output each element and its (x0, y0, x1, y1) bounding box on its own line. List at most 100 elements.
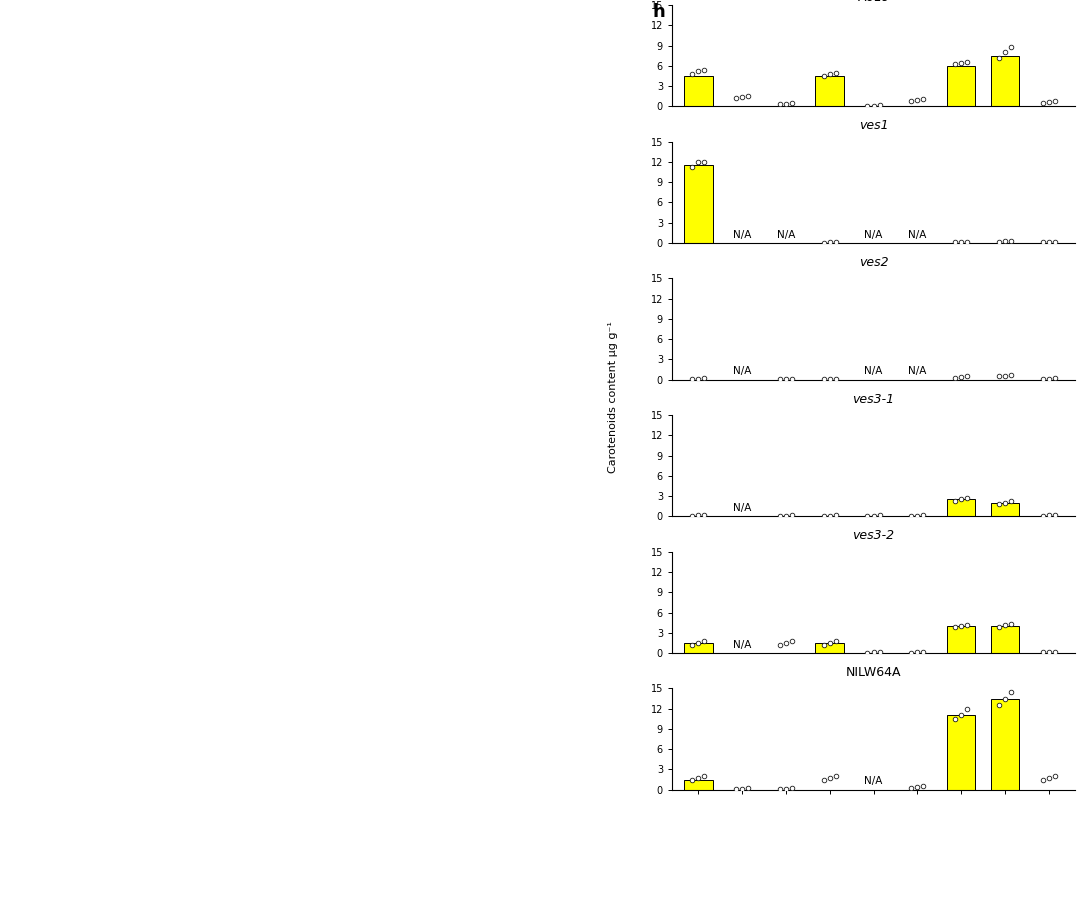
Point (946, 712, 963, 726)
Point (733, 89, 751, 104)
Point (690, 636, 707, 650)
Text: ves2: ves2 (859, 256, 889, 269)
Text: ves1: ves1 (859, 119, 889, 133)
Point (1040, 235, 1057, 249)
Point (696, 62, 713, 77)
Point (815, 373, 833, 387)
Point (1047, 769, 1064, 784)
Point (870, 98, 888, 113)
Point (946, 371, 963, 385)
Text: NILW64A: NILW64A (846, 666, 901, 679)
Point (1034, 509, 1051, 523)
Bar (947, 66, 975, 106)
Point (990, 51, 1008, 65)
Point (771, 373, 788, 387)
Point (990, 497, 1008, 511)
Point (783, 634, 800, 649)
Point (771, 97, 788, 112)
Point (1002, 494, 1020, 509)
Point (696, 508, 713, 522)
Point (953, 708, 970, 723)
Point (946, 235, 963, 250)
Point (690, 770, 707, 785)
Point (908, 645, 926, 659)
Point (778, 372, 795, 386)
Point (908, 509, 926, 523)
Text: N/A: N/A (733, 503, 752, 513)
Point (815, 69, 833, 83)
Point (870, 508, 888, 522)
Point (727, 91, 744, 106)
Point (778, 97, 795, 111)
Bar (990, 626, 1020, 653)
Point (771, 638, 788, 652)
Point (1040, 95, 1057, 109)
Point (1002, 617, 1020, 631)
Point (903, 94, 920, 108)
Point (771, 782, 788, 796)
Point (865, 98, 882, 113)
Bar (947, 715, 975, 790)
Point (915, 645, 932, 659)
Point (815, 235, 833, 250)
Point (1002, 368, 1020, 382)
Point (821, 372, 838, 386)
Point (1002, 685, 1020, 699)
Text: N/A: N/A (864, 366, 882, 376)
Point (990, 235, 1008, 249)
Point (959, 369, 976, 383)
Point (946, 621, 963, 635)
Point (996, 45, 1013, 60)
Point (821, 235, 838, 250)
Point (915, 92, 932, 106)
Point (996, 368, 1013, 382)
Point (946, 57, 963, 71)
Point (827, 769, 845, 784)
Point (771, 509, 788, 523)
Point (783, 372, 800, 386)
Point (783, 508, 800, 522)
Bar (990, 502, 1020, 516)
Text: ves3-1: ves3-1 (852, 392, 894, 406)
Bar (815, 643, 843, 653)
Text: N/A: N/A (864, 230, 882, 240)
Point (959, 491, 976, 505)
Point (903, 509, 920, 523)
Point (727, 782, 744, 796)
Point (903, 646, 920, 660)
Point (690, 372, 707, 386)
Point (821, 509, 838, 523)
Point (684, 638, 701, 652)
Point (859, 646, 876, 660)
Text: N/A: N/A (733, 366, 752, 376)
Point (821, 67, 838, 81)
Point (684, 67, 701, 81)
Point (996, 495, 1013, 510)
Point (859, 509, 876, 523)
Text: N/A: N/A (733, 230, 752, 240)
Point (827, 65, 845, 79)
Point (1047, 371, 1064, 385)
Point (696, 371, 713, 385)
Bar (947, 500, 975, 516)
Point (733, 781, 751, 796)
Point (815, 772, 833, 787)
Point (1047, 644, 1064, 658)
Point (1034, 372, 1051, 386)
Point (1040, 508, 1057, 522)
Point (1040, 372, 1057, 386)
Point (815, 638, 833, 652)
Point (1034, 235, 1051, 250)
Point (696, 634, 713, 649)
Title: A619: A619 (858, 0, 890, 4)
Point (865, 509, 882, 523)
Point (990, 621, 1008, 635)
Point (690, 508, 707, 522)
Point (1047, 235, 1064, 249)
Bar (684, 779, 713, 790)
Bar (947, 626, 975, 653)
Bar (684, 76, 713, 106)
Text: N/A: N/A (777, 230, 795, 240)
Point (946, 493, 963, 508)
Point (778, 636, 795, 650)
